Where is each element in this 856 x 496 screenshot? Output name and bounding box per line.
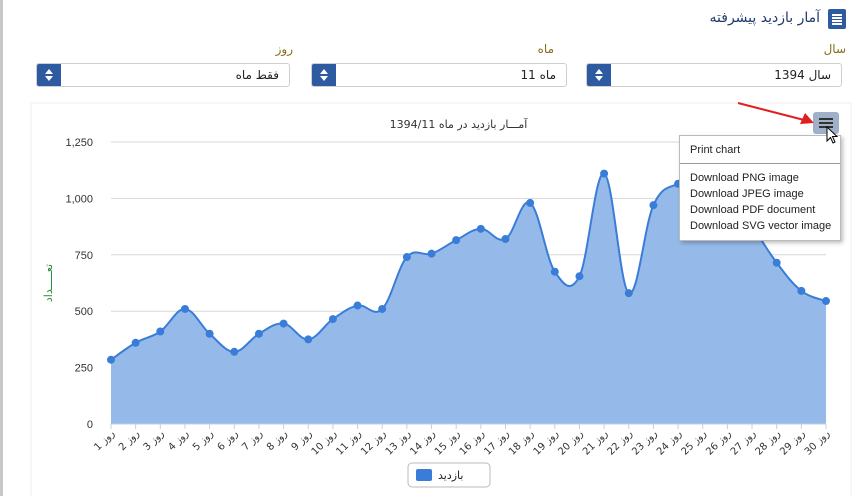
data-point [156, 327, 165, 336]
data-point [550, 267, 559, 276]
left-border [0, 0, 3, 496]
x-tick-label: روز 11 [334, 428, 363, 457]
menu-item-svg[interactable]: Download SVG vector image [690, 220, 832, 232]
x-tick-label: روز 16 [458, 428, 487, 457]
y-tick-label: 250 [75, 363, 93, 375]
series-area [111, 173, 826, 424]
x-tick-label: روز 19 [532, 428, 561, 457]
x-tick-label: روز 3 [142, 428, 167, 453]
year-label: سال [823, 42, 846, 56]
day-select-spinner-icon[interactable] [37, 64, 61, 86]
chart-menu-button[interactable] [813, 112, 839, 134]
page-header: آمار بازدید پیشرفته [0, 0, 856, 36]
month-label: ماه [537, 42, 554, 56]
y-tick-label: 500 [75, 306, 93, 318]
data-point [772, 258, 781, 267]
visits-chart: 0 250 500 750 1,000 1,250 روز 1 روز 2 روز 3 روز 4… [42, 117, 832, 488]
data-point [501, 235, 510, 244]
x-tick-label: روز 18 [507, 428, 536, 457]
data-point [797, 286, 806, 295]
legend-swatch [416, 469, 432, 481]
x-tick-label: روز 29 [778, 428, 807, 457]
data-point [279, 319, 288, 328]
menu-item-png[interactable]: Download PNG image [690, 172, 799, 184]
data-point [205, 329, 214, 338]
hamburger-icon [819, 118, 833, 120]
hamburger-icon-line [819, 126, 833, 128]
x-tick-label: روز 7 [240, 428, 265, 453]
x-tick-label: روز 12 [359, 428, 388, 457]
y-tick-label: 0 [87, 419, 93, 431]
data-point [526, 198, 535, 207]
hamburger-icon-line [819, 122, 833, 124]
x-tick-label: روز 26 [704, 428, 733, 457]
y-tick-label: 1,000 [65, 193, 93, 205]
menu-item-print[interactable]: Print chart [690, 144, 741, 156]
x-tick-label: روز 13 [384, 428, 413, 457]
x-tick-label: روز 20 [556, 428, 585, 457]
data-point [353, 301, 362, 310]
data-point [600, 169, 609, 178]
x-tick-label: روز 23 [630, 428, 659, 457]
x-tick-label: روز 17 [482, 428, 511, 457]
data-point [402, 253, 411, 262]
x-tick-label: روز 30 [803, 428, 832, 457]
x-tick-label: روز 15 [433, 428, 462, 457]
y-axis-label: تعـــــداد [42, 264, 55, 302]
data-point [107, 355, 115, 364]
data-point [378, 304, 387, 313]
x-tick-label: روز 5 [191, 428, 216, 453]
x-tick-label: روز 6 [216, 428, 241, 453]
x-tick-label: روز 24 [655, 428, 684, 457]
data-point [822, 297, 830, 306]
data-point [427, 249, 436, 258]
month-select-spinner-icon[interactable] [312, 64, 336, 86]
x-tick-label: روز 28 [754, 428, 783, 457]
x-tick-label: روز 2 [117, 428, 142, 453]
x-tick-label: روز 1 [92, 428, 117, 453]
year-select-value: سال 1394 [774, 68, 831, 82]
month-select[interactable]: ماه 11 [311, 63, 567, 87]
menu-item-pdf[interactable]: Download PDF document [690, 204, 816, 216]
data-point [328, 315, 337, 324]
data-point [452, 236, 461, 245]
data-point [575, 272, 584, 281]
legend-label: بازدید [438, 469, 463, 482]
data-point [476, 224, 485, 233]
chart-title: آمـــار بازدید در ماه 1394/11 [390, 117, 529, 131]
day-select[interactable]: فقط ماه [36, 63, 290, 87]
x-tick-label: روز 21 [581, 428, 610, 457]
month-select-value: ماه 11 [520, 68, 556, 82]
document-icon [828, 9, 846, 29]
x-tick-label: روز 14 [408, 428, 437, 457]
data-point [180, 304, 189, 313]
data-point [624, 289, 633, 298]
data-point [230, 347, 239, 356]
x-tick-label: روز 4 [166, 428, 191, 453]
data-point [649, 201, 658, 210]
data-point [131, 338, 140, 347]
chart-context-menu: Print chart Download PNG image Download … [679, 135, 841, 241]
mouse-cursor-icon [826, 126, 839, 144]
menu-separator [680, 163, 840, 164]
data-point [304, 335, 313, 344]
x-tick-label: روز 27 [729, 428, 758, 457]
y-tick-label: 750 [75, 250, 93, 262]
x-tick-label: روز 25 [680, 428, 709, 457]
page-title: آمار بازدید پیشرفته [709, 10, 820, 26]
x-tick-label: روز 10 [310, 428, 339, 457]
menu-item-jpeg[interactable]: Download JPEG image [690, 188, 804, 200]
data-point [254, 329, 263, 338]
y-tick-label: 1,250 [65, 137, 93, 149]
year-select[interactable]: سال 1394 [586, 63, 842, 87]
x-tick-label: روز 22 [606, 428, 635, 457]
year-select-spinner-icon[interactable] [587, 64, 611, 86]
x-tick-label: روز 8 [265, 428, 290, 453]
day-label: روز [275, 42, 293, 56]
day-select-value: فقط ماه [235, 68, 279, 82]
